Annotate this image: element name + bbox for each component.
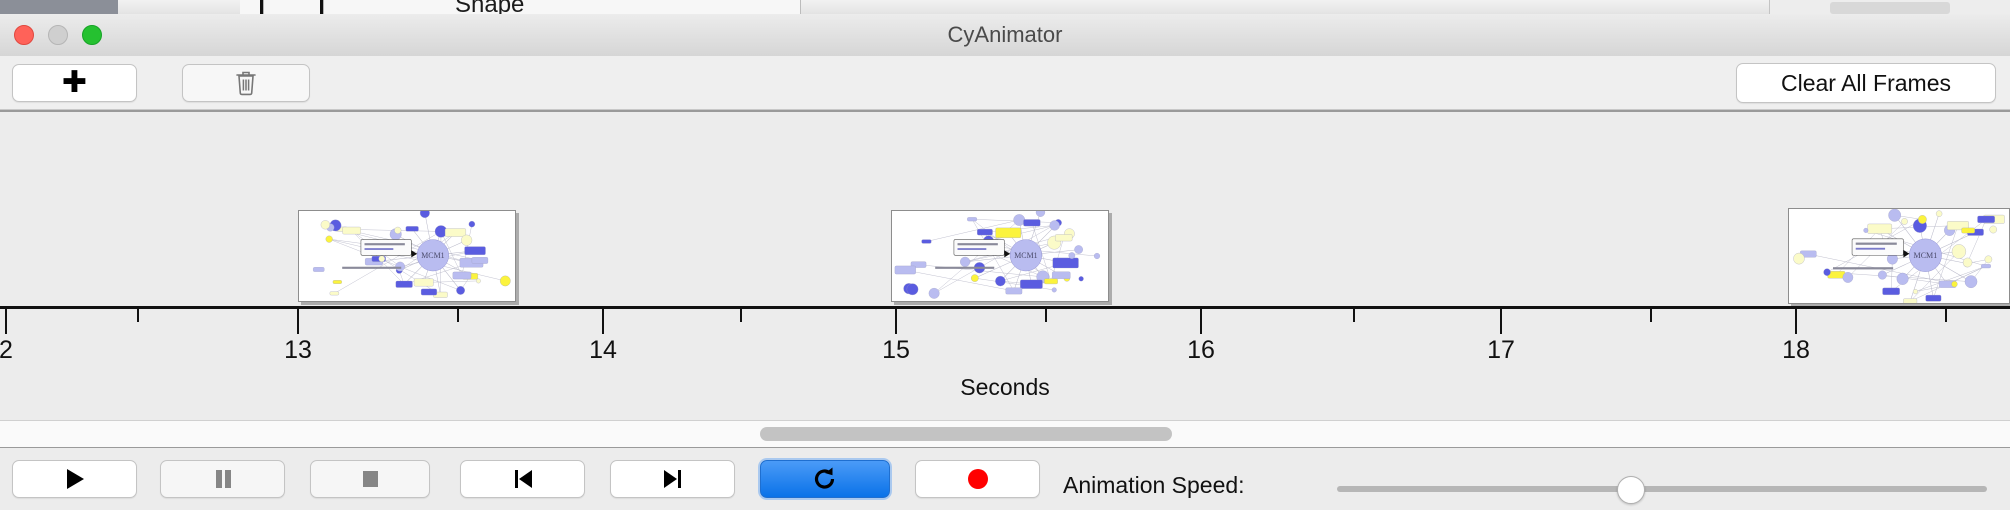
timeline-tick bbox=[1045, 309, 1047, 322]
plus-icon: ✚ bbox=[61, 66, 88, 99]
timeline-tick bbox=[457, 309, 459, 322]
timeline-tick bbox=[1353, 309, 1355, 322]
animation-speed-slider-thumb[interactable] bbox=[1616, 476, 1645, 504]
skip-forward-icon bbox=[663, 470, 681, 488]
zoom-icon[interactable] bbox=[82, 25, 102, 45]
skip-to-end-button[interactable] bbox=[610, 460, 735, 498]
timeline-tick-label: 18 bbox=[1782, 336, 1810, 364]
timeline-tick bbox=[1945, 309, 1947, 322]
timeline-tick-label: 15 bbox=[882, 336, 910, 364]
toolbar: ✚ Clear All Frames bbox=[0, 56, 2010, 110]
animation-speed-slider[interactable] bbox=[1337, 486, 1987, 492]
record-icon bbox=[967, 469, 988, 489]
background-window-titlebar bbox=[0, 0, 118, 14]
timeline-tick bbox=[602, 309, 604, 334]
timeline-tick-label: 13 bbox=[284, 336, 312, 364]
play-icon bbox=[66, 469, 84, 489]
animation-speed-label: Animation Speed: bbox=[1063, 472, 1245, 498]
loop-icon bbox=[814, 467, 835, 489]
stop-icon bbox=[363, 471, 378, 487]
loop-button[interactable] bbox=[760, 460, 890, 498]
record-button[interactable] bbox=[915, 460, 1040, 498]
timeline-tick bbox=[297, 309, 299, 334]
skip-back-icon bbox=[514, 470, 532, 488]
timeline-tick bbox=[137, 309, 139, 322]
stop-button[interactable] bbox=[310, 460, 430, 498]
frame-thumbnail[interactable]: MCM1 bbox=[891, 210, 1109, 302]
playback-control-bar: Animation Speed: bbox=[0, 448, 2010, 510]
timeline-axis bbox=[0, 306, 2010, 309]
svg-text:MCM1: MCM1 bbox=[1014, 251, 1037, 260]
timeline-tick bbox=[1650, 309, 1652, 322]
svg-text:MCM1: MCM1 bbox=[421, 251, 444, 260]
play-button[interactable] bbox=[12, 460, 137, 498]
add-frame-button[interactable]: ✚ bbox=[12, 64, 137, 102]
clear-all-frames-button[interactable]: Clear All Frames bbox=[1736, 63, 1996, 103]
traffic-light-group bbox=[14, 14, 102, 56]
timeline-tick bbox=[5, 309, 7, 334]
timeline-tick-label: 16 bbox=[1187, 336, 1215, 364]
timeline-tick bbox=[1200, 309, 1202, 334]
timeline-tick bbox=[740, 309, 742, 322]
timeline-top-divider bbox=[0, 110, 2010, 112]
close-icon[interactable] bbox=[14, 25, 34, 45]
timeline-tick-label: 17 bbox=[1487, 336, 1515, 364]
background-window-label: Shape bbox=[455, 0, 525, 14]
skip-to-start-button[interactable] bbox=[460, 460, 585, 498]
timeline-tick bbox=[895, 309, 897, 334]
timeline-tick bbox=[1500, 309, 1502, 334]
trash-icon bbox=[236, 71, 256, 96]
axis-title: Seconds bbox=[960, 374, 1050, 400]
background-window-strip: | | Shape bbox=[0, 0, 2010, 14]
delete-frame-button[interactable] bbox=[182, 64, 310, 102]
pause-button[interactable] bbox=[160, 460, 285, 498]
minimize-icon[interactable] bbox=[48, 25, 68, 45]
timeline-tick-label: 14 bbox=[589, 336, 617, 364]
timeline-panel[interactable]: MCM1 MCM1 MCM1 2 13 14 15 16 17 18 Seconds bbox=[0, 110, 2010, 421]
timeline-scrollbar[interactable] bbox=[0, 421, 2010, 448]
timeline-tick bbox=[1795, 309, 1797, 334]
scrollbar-thumb[interactable] bbox=[760, 427, 1172, 441]
background-window-right bbox=[1769, 0, 2010, 14]
svg-text:MCM1: MCM1 bbox=[1914, 251, 1938, 260]
pause-icon bbox=[215, 470, 231, 488]
frame-thumbnail[interactable]: MCM1 bbox=[298, 210, 516, 302]
timeline-tick-label: 2 bbox=[0, 336, 13, 364]
frame-thumbnail[interactable]: MCM1 bbox=[1788, 208, 2010, 304]
window-title: CyAnimator bbox=[947, 22, 1063, 47]
